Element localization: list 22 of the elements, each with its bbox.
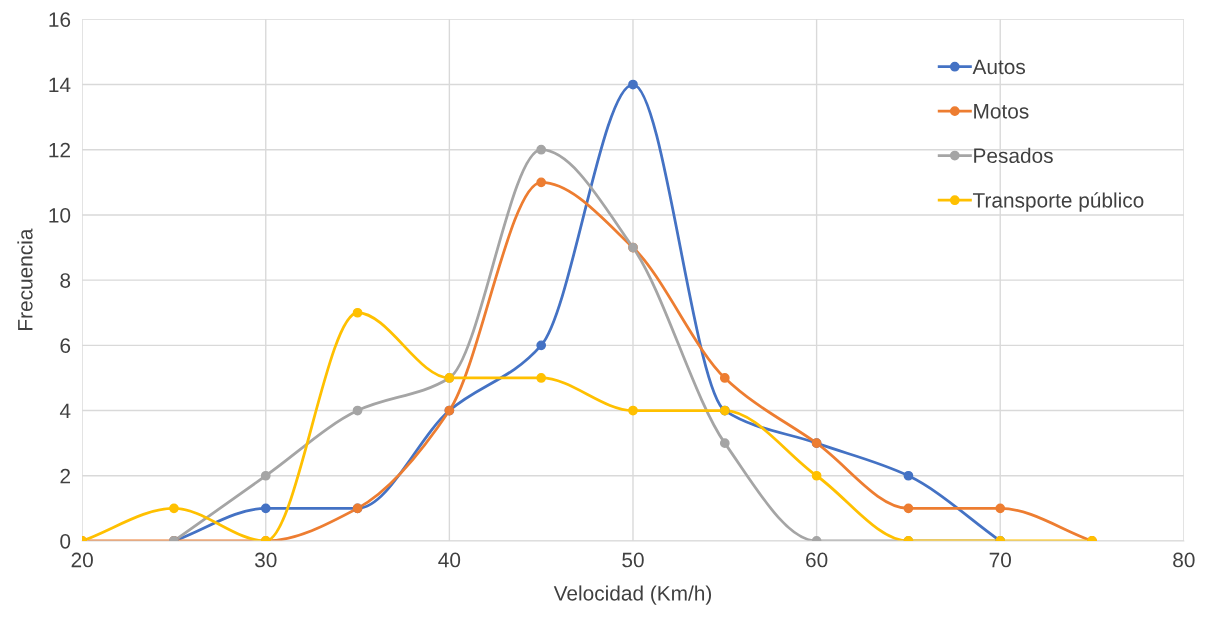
y-axis-title: Frecuencia bbox=[17, 228, 33, 330]
legend-label: Transporte público bbox=[972, 192, 1144, 212]
x-tick-label: 80 bbox=[1173, 552, 1195, 568]
y-tick-label: 16 bbox=[49, 12, 71, 28]
x-tick-label: 70 bbox=[989, 552, 1011, 568]
y-tick-label: 10 bbox=[49, 207, 71, 223]
y-tick-label: 2 bbox=[60, 468, 70, 484]
legend-label: Autos bbox=[972, 59, 1026, 75]
y-tick-label: 8 bbox=[60, 273, 71, 288]
y-tick-label: 6 bbox=[60, 338, 71, 354]
x-tick-label: 40 bbox=[438, 552, 461, 568]
y-tick-label: 14 bbox=[49, 77, 71, 93]
x-tick-label: 20 bbox=[71, 552, 93, 568]
x-tick-label: 30 bbox=[254, 552, 277, 568]
y-tick-label: 4 bbox=[59, 403, 71, 419]
y-tick-label: 0 bbox=[60, 533, 71, 549]
x-axis-title: Velocidad (Km/h) bbox=[553, 585, 712, 605]
y-tick-label: 12 bbox=[49, 142, 70, 158]
legend-label: Motos bbox=[974, 104, 1029, 119]
x-tick-label: 60 bbox=[806, 552, 828, 568]
x-tick-label: 50 bbox=[622, 552, 644, 568]
legend-label: Pesados bbox=[974, 147, 1053, 164]
